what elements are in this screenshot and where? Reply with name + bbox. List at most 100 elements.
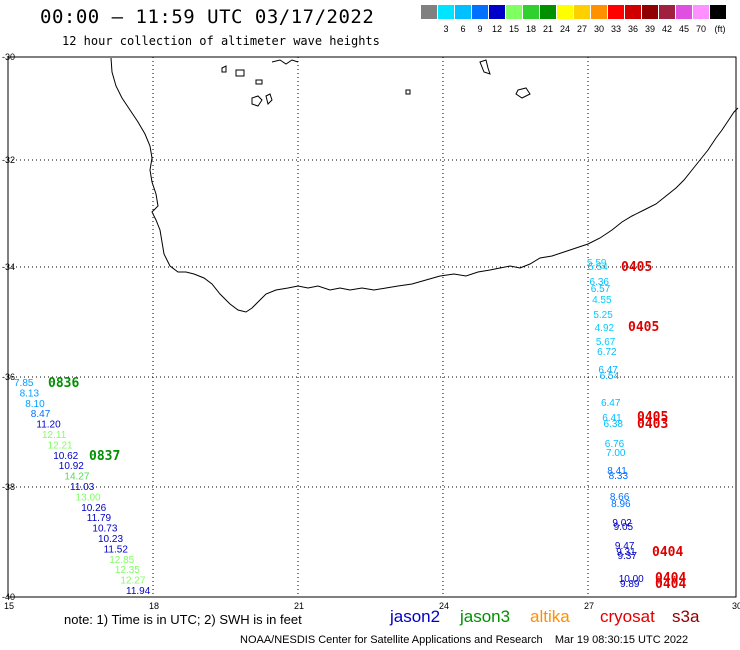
scale-swatch	[591, 5, 607, 19]
east-altimeter-track: 5.595.54 6.366.574.55 5.25 4.92 5.676.72 6.47…	[587, 258, 686, 592]
swh-value: 6.36	[590, 277, 610, 288]
lon-label: 24	[439, 601, 449, 611]
map-frame	[7, 56, 737, 598]
swh-value: 12.21	[48, 440, 73, 451]
swh-value: 6.47	[598, 365, 618, 376]
swh-value: 11.79	[87, 513, 112, 524]
swh-value: 11.20	[36, 420, 61, 431]
swh-value: 10.92	[59, 461, 84, 472]
lat-label: -30	[2, 52, 15, 62]
scale-label: 70	[695, 24, 706, 34]
scale-swatch	[438, 5, 454, 19]
scale-label: 21	[542, 24, 553, 34]
pass-time: 0404	[652, 545, 683, 560]
swh-value: 5.67	[596, 337, 616, 348]
scale-label: 30	[593, 24, 604, 34]
swh-value: 8.66	[610, 492, 630, 503]
swh-value: 8.33	[609, 471, 629, 482]
swh-value: 7.00	[606, 448, 626, 459]
swh-value: 10.73	[92, 524, 117, 535]
lon-label: 30	[732, 601, 740, 611]
swh-value: 11.94	[126, 586, 151, 597]
lon-label: 21	[294, 601, 304, 611]
swh-value: 5.59	[587, 258, 607, 269]
inland-outline-7	[405, 89, 411, 95]
satellite-name-jason3: jason3	[460, 607, 511, 626]
pass-time: 0837	[89, 449, 120, 464]
swh-value: 12.85	[109, 555, 134, 566]
swh-value: 11.52	[104, 544, 129, 555]
lat-label: -36	[2, 372, 15, 382]
scale-swatch	[642, 5, 658, 19]
scale-swatch	[574, 5, 590, 19]
inland-outline-8	[515, 87, 531, 99]
scale-label: 45	[678, 24, 689, 34]
scale-swatch	[455, 5, 471, 19]
swh-value: 9.89	[620, 579, 640, 590]
pass-time: 0404	[655, 571, 686, 586]
lat-lon-grid	[7, 56, 737, 598]
swh-value: 11.03	[70, 482, 95, 493]
swh-value: 9.31	[616, 547, 636, 558]
swh-value: 9.37	[617, 551, 637, 562]
scale-label: 6	[460, 24, 466, 34]
scale-swatch	[710, 5, 726, 19]
swh-value: 9.05	[614, 522, 634, 533]
pass-time: 0403	[637, 417, 668, 432]
map-subtitle: 12 hour collection of altimeter wave hei…	[62, 34, 380, 48]
scale-label: 15	[508, 24, 519, 34]
scale-swatch	[693, 5, 709, 19]
scale-swatch	[659, 5, 675, 19]
lat-label: -34	[2, 262, 15, 272]
coastline	[110, 57, 739, 313]
swh-value: 10.23	[98, 534, 123, 545]
swh-value: 4.55	[592, 295, 612, 306]
swh-value: 6.47	[601, 398, 621, 409]
lon-label: 27	[584, 601, 594, 611]
swh-value: 6.41	[602, 413, 622, 424]
scale-label: 18	[525, 24, 536, 34]
lat-label: -40	[2, 592, 15, 602]
swh-value: 12.35	[115, 565, 140, 576]
scale-label: 42	[661, 24, 672, 34]
swh-value: 5.54	[588, 262, 608, 273]
inland-outline-6	[479, 59, 491, 75]
scale-unit: (ft)	[714, 24, 726, 34]
scale-swatch	[625, 5, 641, 19]
pass-time: 0405	[621, 260, 652, 275]
swh-value: 9.02	[612, 518, 632, 529]
lat-label: -38	[2, 482, 15, 492]
swh-value: 5.25	[593, 310, 613, 321]
swh-value: 8.10	[25, 399, 45, 410]
scale-swatch	[472, 5, 488, 19]
swh-value: 12.27	[120, 576, 145, 587]
pass-time: 0405	[628, 320, 659, 335]
scale-label: 33	[610, 24, 621, 34]
scale-swatch	[506, 5, 522, 19]
swh-value: 6.76	[605, 439, 625, 450]
south-africa-coastline	[110, 57, 739, 313]
satellite-name-jason2: jason2	[390, 607, 441, 626]
pass-time: 0836	[48, 376, 79, 391]
swh-value: 8.47	[31, 409, 51, 420]
scale-swatch	[540, 5, 556, 19]
lon-label: 18	[149, 601, 159, 611]
scale-label: 12	[491, 24, 502, 34]
scale-swatch	[489, 5, 505, 19]
scale-label: 36	[627, 24, 638, 34]
units-note: note: 1) Time is in UTC; 2) SWH is in fe…	[64, 612, 302, 627]
swh-value: 6.57	[591, 284, 611, 295]
inland-outline-1	[221, 65, 227, 73]
swh-value: 10.62	[53, 451, 78, 462]
swh-value: 10.26	[81, 503, 106, 514]
swh-value: 6.38	[604, 419, 624, 430]
inland-outline-4	[265, 93, 273, 105]
inland-outline-3	[251, 95, 263, 107]
scale-label: 24	[559, 24, 570, 34]
scale-swatch	[421, 5, 437, 19]
scale-swatch	[523, 5, 539, 19]
satellite-name-s3a: s3a	[672, 607, 700, 626]
scale-label: 27	[576, 24, 587, 34]
satellite-name-cryosat: cryosat	[600, 607, 655, 626]
